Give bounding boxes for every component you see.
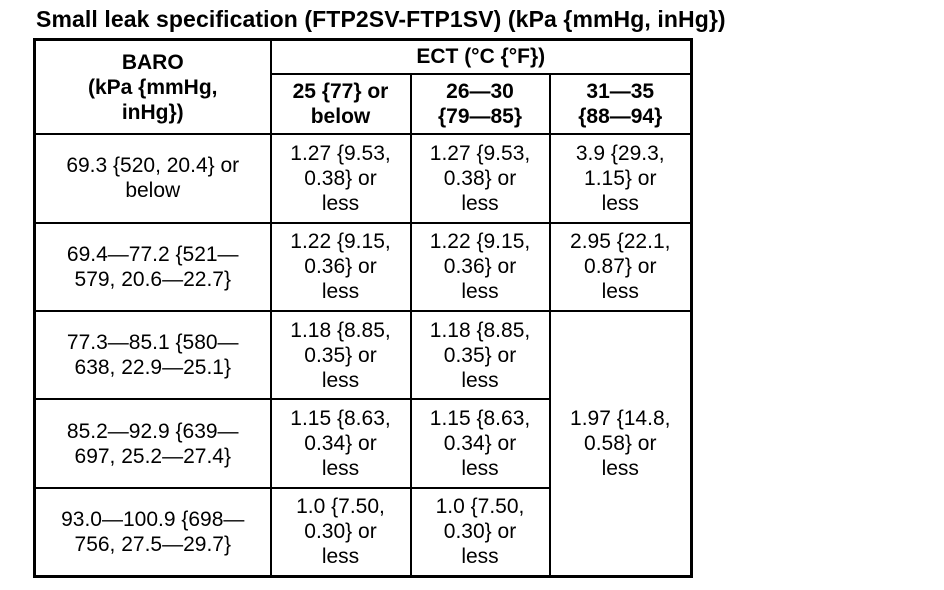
merged-value-cell: 1.97 {14.8, 0.58} or less — [548, 309, 693, 578]
baro-cell: 69.3 {520, 20.4} or below — [33, 133, 272, 224]
baro-header-cell: BARO (kPa {mmHg, inHg}) — [33, 38, 272, 136]
ect-column-header-2: 26—30 {79—85} — [409, 72, 551, 136]
value-cell: 1.15 {8.63, 0.34} or less — [269, 398, 412, 489]
ect-column-header-3: 31—35 {88—94} — [548, 72, 693, 136]
table-row: 69.3 {520, 20.4} or below 1.27 {9.53, 0.… — [33, 133, 693, 224]
table-row: 69.4—77.2 {521— 579, 20.6—22.7} 1.22 {9.… — [33, 221, 693, 312]
header-row-2: 25 {77} or below 26—30 {79—85} 31—35 {88… — [35, 72, 693, 136]
baro-cell: 77.3—85.1 {580— 638, 22.9—25.1} — [33, 309, 272, 401]
value-cell: 1.22 {9.15, 0.36} or less — [269, 221, 412, 312]
small-leak-spec-table: BARO (kPa {mmHg, inHg}) ECT (°C {°F}) 25… — [33, 38, 694, 578]
value-cell: 1.15 {8.63, 0.34} or less — [409, 398, 551, 489]
ect-header-cell: ECT (°C {°F}) — [269, 38, 693, 75]
value-cell: 1.18 {8.85, 0.35} or less — [409, 309, 551, 401]
value-cell: 3.9 {29.3, 1.15} or less — [548, 133, 693, 224]
value-cell: 1.22 {9.15, 0.36} or less — [409, 221, 551, 312]
value-cell: 1.18 {8.85, 0.35} or less — [269, 309, 412, 401]
baro-cell: 85.2—92.9 {639— 697, 25.2—27.4} — [33, 398, 272, 489]
table-row: 77.3—85.1 {580— 638, 22.9—25.1} 1.18 {8.… — [33, 309, 693, 578]
table-row: 85.2—92.9 {639— 697, 25.2—27.4} 1.15 {8.… — [33, 398, 692, 489]
baro-cell: 69.4—77.2 {521— 579, 20.6—22.7} — [33, 221, 272, 312]
value-cell: 2.95 {22.1, 0.87} or less — [548, 221, 693, 312]
value-cell: 1.0 {7.50, 0.30} or less — [409, 486, 551, 578]
table-title: Small leak specification (FTP2SV-FTP1SV)… — [36, 6, 726, 32]
value-cell: 1.0 {7.50, 0.30} or less — [269, 486, 412, 578]
baro-cell: 93.0—100.9 {698— 756, 27.5—29.7} — [33, 486, 272, 578]
header-row-1: BARO (kPa {mmHg, inHg}) ECT (°C {°F}) — [33, 38, 693, 136]
table-row: 93.0—100.9 {698— 756, 27.5—29.7} 1.0 {7.… — [33, 486, 692, 578]
value-cell: 1.27 {9.53, 0.38} or less — [409, 133, 551, 224]
value-cell: 1.27 {9.53, 0.38} or less — [269, 133, 412, 224]
ect-column-header-1: 25 {77} or below — [269, 72, 412, 136]
